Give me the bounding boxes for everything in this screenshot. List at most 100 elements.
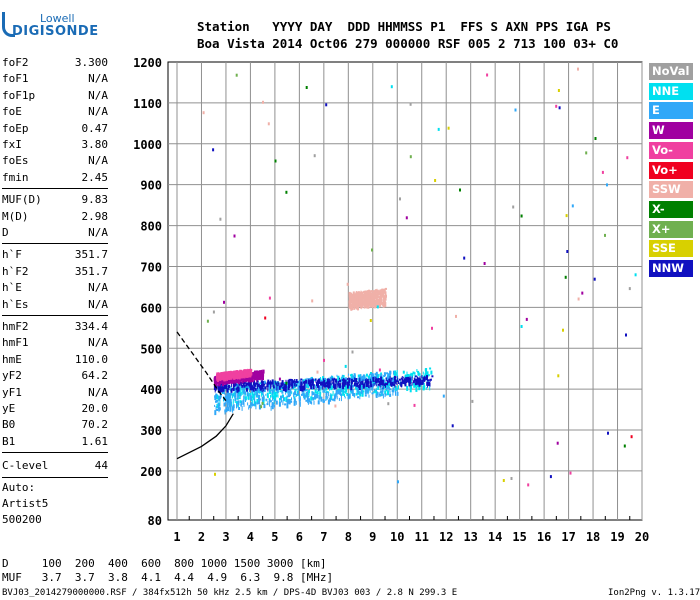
trace-point-nne (342, 392, 345, 396)
trace-point-ssw (349, 299, 351, 304)
trace-point-nnw (257, 383, 260, 387)
noise-point (604, 233, 606, 237)
trace-point-e (289, 393, 291, 397)
trace-point-e (294, 391, 296, 396)
trace-point-nnw (255, 382, 258, 385)
trace-point-nne (233, 390, 235, 395)
trace-point-nne (234, 385, 236, 391)
noise-point (577, 67, 579, 71)
param-name: hmF1 (2, 336, 29, 350)
trace-point-ssw (382, 299, 384, 302)
trace-point-e (324, 389, 326, 392)
trace-point-e (372, 385, 375, 388)
trace-point-nnw (390, 377, 393, 380)
noise-point (557, 374, 560, 378)
trace-point-nnw (383, 384, 386, 387)
trace-point-e (226, 402, 229, 408)
noise-point (305, 86, 308, 89)
trace-point-e (240, 403, 242, 407)
trace-point-e (243, 385, 244, 391)
trace-point-nnw (302, 385, 305, 390)
trace-point-nnw (328, 383, 330, 388)
param-row: MUF(D) 9.83 (2, 193, 108, 207)
trace-point-e (239, 393, 241, 398)
trace-point-nne (233, 386, 235, 390)
trace-point-nnw (333, 383, 335, 389)
trace-point-e (263, 387, 266, 393)
trace-point-nne (233, 394, 235, 398)
trace-point-nnw (419, 376, 421, 380)
trace-point-nne (319, 393, 321, 397)
trace-point-nne (373, 391, 375, 394)
trace-point-e (226, 392, 229, 396)
trace-point-nne (389, 386, 390, 389)
trace-point-e (274, 386, 277, 390)
trace-point-nnw (300, 382, 303, 387)
trace-point-nnw (329, 383, 331, 389)
trace-point-e (227, 407, 230, 412)
noise-point (351, 350, 354, 354)
y-tick-label: 900 (140, 179, 162, 193)
trace-point-e (325, 393, 327, 399)
trace-point-ssw (368, 293, 371, 296)
trace-point-e (254, 397, 256, 401)
trace-point-nnw (296, 384, 297, 387)
trace-point-e (282, 400, 284, 406)
trace-point-nne (275, 380, 277, 383)
trace-point-nnw (243, 381, 246, 385)
trace-point-e (331, 398, 334, 401)
trace-point-ssw (357, 302, 360, 307)
noise-point (486, 73, 489, 77)
trace-point-e (298, 398, 301, 402)
trace-point-ssw (373, 290, 376, 295)
trace-point-e (360, 377, 363, 382)
trace-point-nnw (274, 381, 276, 385)
trace-point-nnw (337, 384, 339, 388)
trace-point-nne (255, 389, 258, 394)
trace-point-nnw (215, 387, 216, 391)
trace-point-nnw (221, 387, 223, 393)
trace-point-nne (272, 395, 275, 400)
trace-point-e (273, 388, 275, 392)
noise-point (261, 401, 264, 405)
trace-point-e (386, 372, 389, 375)
trace-point-vo (224, 374, 225, 378)
trace-point-nne (320, 387, 322, 392)
x-tick-label: 7 (320, 530, 327, 544)
trace-point-nnw (263, 387, 265, 392)
trace-point-nne (238, 390, 240, 394)
param-name: M(D) (2, 209, 29, 223)
trace-point-e (286, 386, 289, 392)
trace-point-ssw (373, 295, 375, 299)
trace-point-ssw (352, 291, 355, 295)
trace-point-nne (414, 372, 416, 378)
trace-point-nnw (235, 388, 237, 390)
legend-item: NoVal (649, 63, 693, 80)
trace-point-ssw (374, 290, 377, 294)
trace-point-e (281, 389, 284, 394)
trace-point-nnw (329, 378, 331, 384)
trace-point-nnw (419, 381, 421, 384)
trace-point-nnw (270, 381, 273, 384)
trace-point-nne (365, 373, 368, 377)
trace-point-nnw (323, 378, 325, 381)
trace-point-e (269, 400, 272, 403)
param-name: B0 (2, 418, 16, 432)
trace-point-e (371, 392, 374, 395)
trace-point-ssw (365, 302, 368, 308)
trace-point-e (234, 397, 237, 402)
trace-point-nne (330, 384, 332, 389)
trace-point-ssw (360, 298, 362, 303)
trace-point-nnw (249, 380, 252, 386)
trace-point-w (248, 377, 250, 382)
noise-point (212, 148, 215, 152)
trace-point-nnw (271, 379, 274, 385)
trace-point-nnw (353, 382, 356, 387)
trace-point-nnw (388, 378, 390, 381)
trace-point-w (252, 372, 254, 378)
noise-point (316, 370, 319, 374)
trace-point-vo (229, 373, 232, 379)
trace-point-e (357, 377, 360, 380)
trace-point-nnw (414, 375, 417, 378)
noise-point (262, 100, 264, 104)
